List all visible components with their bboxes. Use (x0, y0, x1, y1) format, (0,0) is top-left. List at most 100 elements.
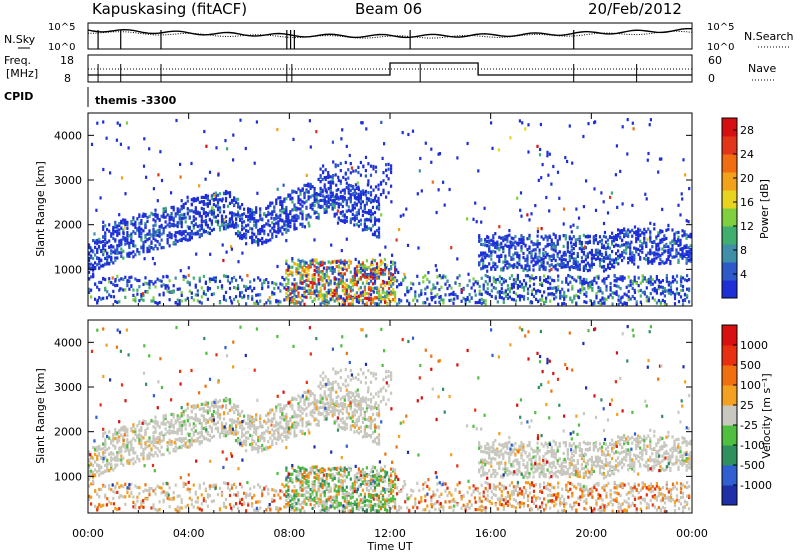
power-cell (681, 234, 684, 238)
power-cell (345, 260, 348, 265)
power-cell (275, 202, 278, 206)
power-cell (88, 243, 91, 247)
power-cell (148, 249, 151, 253)
power-cell (156, 277, 159, 281)
power-cell (637, 289, 640, 293)
power-cell (631, 251, 634, 255)
power-cell (271, 292, 274, 296)
noise-search-line (88, 30, 693, 39)
power-cell (202, 290, 205, 294)
power-cell (237, 210, 240, 214)
power-cell (600, 245, 604, 249)
power-cell (520, 240, 523, 244)
power-cell (301, 274, 304, 278)
power-cell (164, 284, 167, 288)
power-cell (658, 247, 661, 251)
power-cell (303, 195, 306, 200)
power-cell (418, 169, 421, 173)
power-cell (210, 228, 213, 232)
velocity-cell (200, 430, 203, 435)
velocity-cell (100, 471, 103, 475)
power-cell (576, 225, 579, 229)
power-cell (333, 289, 336, 293)
power-cell (606, 254, 610, 258)
power-cell (299, 273, 302, 277)
power-cell (444, 282, 447, 286)
power-cell (293, 283, 296, 287)
power-cell (649, 236, 652, 240)
power-cell (277, 231, 280, 235)
power-cell (132, 218, 135, 222)
power-cell (345, 144, 348, 148)
velocity-cell (186, 432, 189, 436)
power-cell (271, 235, 274, 239)
power-cell (546, 154, 549, 158)
freq-right-tick-high: 60 (708, 54, 722, 67)
power-cell (627, 256, 630, 260)
velocity-cell (188, 444, 191, 448)
velocity-cell (216, 405, 220, 409)
velocity-cell (210, 435, 213, 439)
power-cell (365, 196, 368, 200)
power-cell (360, 121, 363, 125)
power-cell (534, 260, 537, 264)
power-cell (349, 188, 352, 193)
power-cell (309, 186, 312, 190)
power-cell (530, 289, 534, 293)
power-cell (647, 281, 650, 285)
power-cell (542, 257, 545, 261)
power-cell (388, 297, 391, 302)
power-cell (677, 292, 681, 296)
power-cell (287, 289, 290, 293)
power-cell (373, 222, 377, 226)
power-cell (100, 264, 103, 268)
power-cell (374, 194, 378, 198)
power-cell (373, 273, 377, 278)
power-cell (502, 280, 505, 284)
velocity-cell (120, 445, 123, 449)
power-cell (478, 236, 481, 240)
power-cell (251, 208, 254, 212)
velocity-cell (160, 439, 163, 443)
power-cell (243, 226, 246, 230)
power-cell (565, 294, 568, 299)
power-cell (124, 223, 127, 227)
power-cell (140, 246, 143, 250)
power-cell (383, 142, 386, 146)
power-cell (367, 211, 371, 215)
power-cell (122, 235, 125, 239)
power-cell (497, 148, 500, 152)
velocity-cell (114, 458, 117, 462)
power-cell (303, 295, 306, 299)
power-cell (243, 233, 246, 237)
power-cell (261, 236, 264, 241)
power-cell (681, 197, 684, 201)
power-cell (604, 268, 608, 272)
velocity-cell (136, 434, 139, 438)
power-cell (563, 250, 566, 254)
power-cell (675, 251, 678, 255)
power-cell (647, 296, 650, 300)
power-cell (520, 214, 523, 218)
power-cell (126, 284, 129, 288)
power-cell (552, 164, 555, 169)
power-cell (273, 209, 276, 213)
power-cell (122, 288, 125, 292)
power-cell (369, 293, 373, 297)
power-cell (245, 242, 248, 246)
power-cell (401, 131, 404, 135)
power-cell (152, 282, 155, 286)
power-cell (148, 245, 151, 250)
power-cell (365, 211, 368, 215)
power-cell (526, 262, 529, 266)
power-cell (142, 164, 146, 168)
power-cell (313, 195, 316, 199)
power-cell (623, 243, 626, 247)
power-cell (526, 269, 529, 273)
power-cell (600, 238, 604, 242)
power-cell (118, 278, 121, 282)
velocity-cell (120, 450, 123, 454)
power-cell (160, 279, 163, 283)
power-cell (255, 239, 258, 244)
power-cell (105, 136, 108, 140)
